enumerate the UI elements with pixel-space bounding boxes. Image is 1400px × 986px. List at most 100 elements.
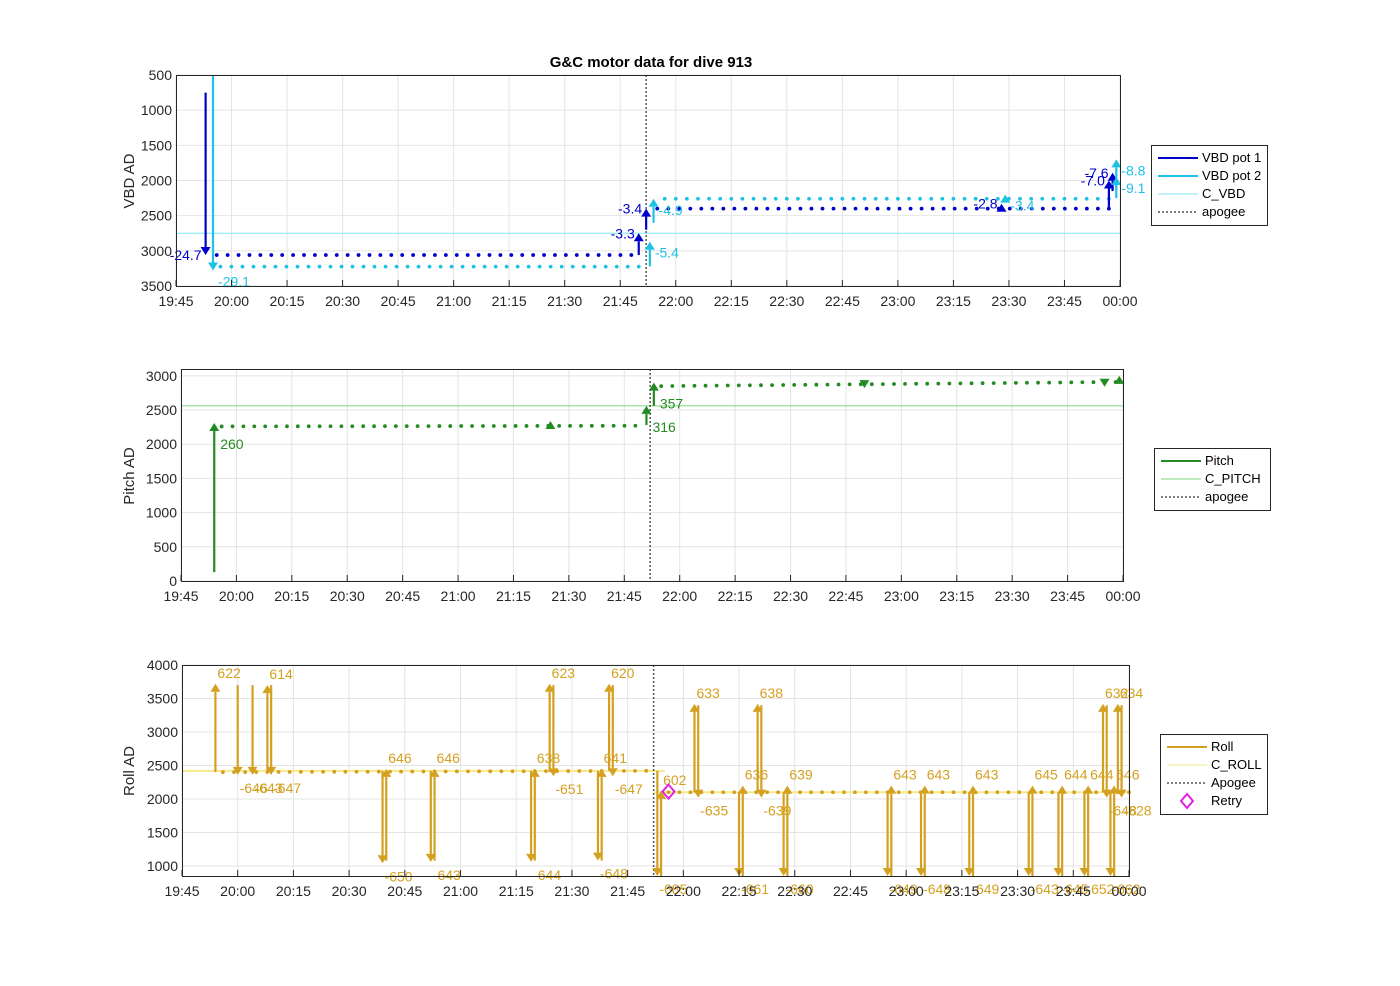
data-point [437,424,442,428]
data-point [416,264,421,269]
move-arrow-head [596,768,607,777]
data-point [1073,206,1078,211]
data-point [1080,380,1085,385]
data-point [579,423,583,428]
data-point [548,264,553,269]
data-point [306,264,311,269]
data-point [466,769,470,774]
data-point [400,253,405,257]
move-label: -5.4 [655,245,679,261]
x-tick-label: 21:30 [551,588,586,604]
data-point [941,206,946,211]
data-point [681,383,686,388]
data-point [1047,380,1052,385]
data-point [703,383,708,388]
move-label: 641 [604,750,628,766]
move-label: 639 [789,767,813,783]
data-point [781,383,786,387]
data-point [796,196,800,201]
data-point [829,196,834,201]
data-point [962,196,967,201]
data-point [603,264,608,269]
data-point [754,206,759,211]
pitch-panel: 260 316 357 0 500 1000 1500 2000 2500 3000 19:45… [121,368,1271,604]
x-tick-label: 21:15 [496,588,531,604]
data-point [1062,206,1067,211]
data-point [884,196,889,201]
move-arrow-head [968,785,979,794]
data-point [225,253,230,257]
move-arrow-head [544,683,555,692]
data-point [962,790,967,795]
data-point [677,790,682,795]
data-point [736,383,741,388]
y-tick-label: 500 [149,67,173,83]
data-point [853,206,858,211]
data-point [218,264,223,269]
data-point [477,769,481,774]
data-point [491,424,496,428]
data-point [372,264,377,269]
move-label: -652 [1086,881,1114,897]
data-point [886,206,891,211]
data-point [842,206,847,211]
move-arrow-head [1023,868,1034,876]
data-point [553,253,557,257]
data-point [836,382,841,387]
data-point [696,196,700,201]
move-arrow-head [778,868,789,876]
data-point [636,264,641,269]
data-point [622,769,626,773]
data-point [897,206,902,211]
data-point [707,196,711,201]
data-point [759,383,763,388]
x-tick-label: 21:30 [547,293,582,309]
data-point [831,206,836,211]
x-tick-label: 23:00 [889,883,924,899]
data-point [258,253,263,257]
data-point [974,206,979,211]
data-point [1017,790,1022,795]
data-point [847,382,852,387]
data-point [985,206,990,211]
legend-label: Apogee [1211,775,1256,790]
data-point [356,253,361,257]
data-point [820,790,824,795]
data-point [243,770,248,775]
data-point [1013,380,1018,385]
data-point [515,264,520,269]
x-tick-label: 00:00 [1105,588,1140,604]
x-tick-label: 21:45 [607,588,642,604]
move-arrow-head [652,868,663,876]
y-tick-label: 1500 [146,470,177,486]
data-point [421,769,426,774]
data-point [914,381,919,386]
move-label: -644 [533,867,561,883]
data-point [280,253,285,257]
data-point [929,196,934,201]
data-point [526,264,531,269]
data-point [411,253,416,257]
x-tick-label: 20:45 [387,883,422,899]
move-arrow-head [208,262,219,271]
move-label: -3.4 [1010,198,1034,214]
data-point [459,424,464,428]
move-arrow-head [425,853,436,862]
move-arrow-head [916,868,927,876]
data-point [1039,790,1044,795]
data-point [662,196,667,201]
data-point [1051,196,1056,201]
data-point [951,196,956,201]
data-point [625,264,630,269]
move-arrow-head [266,766,277,775]
move-arrow-head [1111,176,1122,185]
data-point [487,253,492,257]
pitch-grid [180,369,1124,582]
move-label: -7.6 [1084,165,1108,181]
legend-label: VBD pot 2 [1202,168,1261,183]
data-point [291,253,295,257]
move-arrow-head [648,382,659,391]
data-point [574,253,579,257]
data-point [1094,790,1099,795]
x-tick-label: 20:45 [385,588,420,604]
